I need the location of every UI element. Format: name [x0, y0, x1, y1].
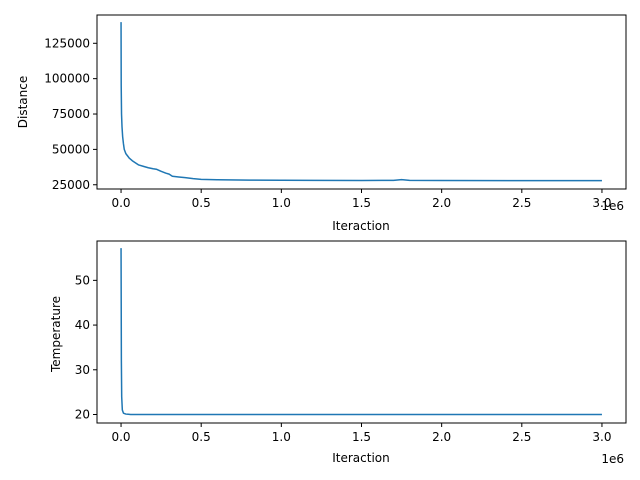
temperature-x-tick-label: 1.5 [352, 430, 371, 444]
temperature-x-tick-label: 2.5 [512, 430, 531, 444]
temperature-series-line [120, 248, 602, 416]
temperature-x-axis-label: Iteraction [332, 451, 390, 465]
temperature-y-tick-label: 20 [75, 408, 90, 422]
temperature-lines [120, 248, 602, 416]
distance-y-tick-label: 125000 [44, 36, 90, 50]
temperature-x-tick-label: 2.0 [432, 430, 451, 444]
temperature-x-tick-label: 3.0 [592, 430, 611, 444]
distance-x-tick-label: 0.0 [111, 196, 130, 210]
distance-x-tick-label: 1.0 [272, 196, 291, 210]
temperature-y-axis-label: Temperature [49, 296, 63, 373]
distance-x-offset-text: 1e6 [601, 199, 624, 213]
distance-x-tick-label: 0.5 [192, 196, 211, 210]
distance-y-tick-label: 75000 [52, 107, 90, 121]
distance-x-tick-label: 2.0 [432, 196, 451, 210]
temperature-y-tick-label: 50 [75, 273, 90, 287]
distance-y-tick-label: 25000 [52, 178, 90, 192]
temperature-subplot: 0.0 0.5 1.0 1.5 2.0 2.5 3.0 20 30 40 50 Iteraction… [49, 240, 627, 466]
temperature-y-tick-label: 30 [75, 363, 90, 377]
distance-ticks: 0.0 0.5 1.0 1.5 2.0 2.5 3.0 25000 50000 75000 1000… [44, 36, 611, 210]
distance-x-tick-label: 2.5 [512, 196, 531, 210]
temperature-ticks: 0.0 0.5 1.0 1.5 2.0 2.5 3.0 20 30 40 50 [75, 273, 612, 444]
distance-y-tick-label: 50000 [52, 142, 90, 156]
distance-series-line [120, 22, 602, 182]
distance-subplot: 0.0 0.5 1.0 1.5 2.0 2.5 3.0 25000 50000 75000 1000… [16, 14, 627, 233]
distance-x-axis-label: Iteraction [332, 219, 390, 233]
temperature-x-tick-label: 0.0 [111, 430, 130, 444]
temperature-x-tick-label: 0.5 [192, 430, 211, 444]
temperature-plot-area [97, 241, 626, 423]
distance-axes-frame [96, 14, 627, 190]
temperature-axes-frame [96, 240, 627, 424]
distance-y-axis-label: Distance [16, 76, 30, 128]
distance-lines [120, 22, 602, 182]
distance-y-tick-label: 100000 [44, 72, 90, 86]
distance-x-tick-label: 1.5 [352, 196, 371, 210]
temperature-y-tick-label: 40 [75, 318, 90, 332]
temperature-x-tick-label: 1.0 [272, 430, 291, 444]
distance-x-tick-label: 3.0 [592, 196, 611, 210]
distance-plot-area [97, 15, 626, 189]
temperature-x-offset-text: 1e6 [601, 452, 624, 466]
